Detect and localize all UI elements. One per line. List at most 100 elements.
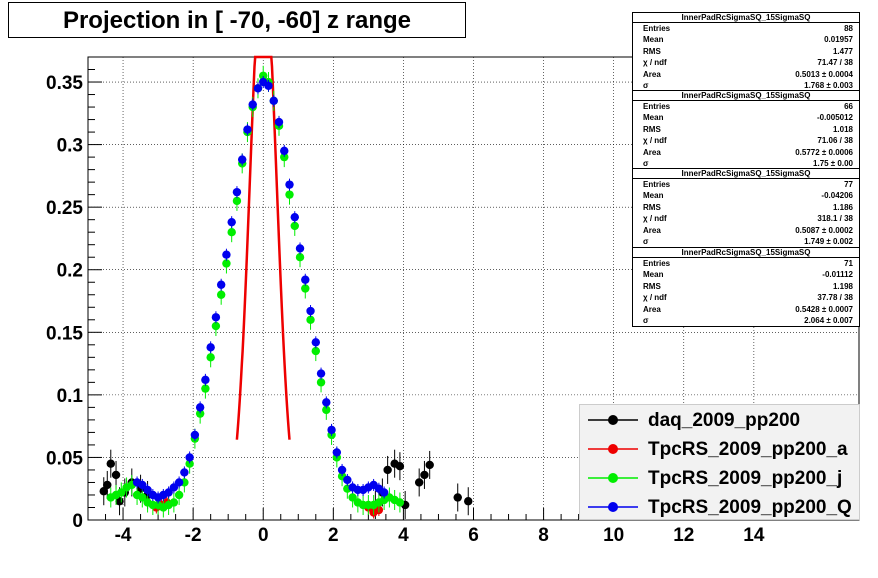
data-point bbox=[383, 465, 392, 475]
stats-box: InnerPadRcSigmaSQ_15SigmaSQ Entries 88 Mean… bbox=[632, 12, 860, 93]
data-point bbox=[243, 125, 252, 134]
stats-row: Area 0.5428 ± 0.0007 bbox=[633, 304, 859, 315]
stats-value: 0.01957 bbox=[824, 35, 853, 45]
data-point bbox=[201, 384, 210, 393]
stats-key: Mean bbox=[643, 35, 664, 45]
data-point bbox=[322, 398, 331, 407]
legend-marker-icon bbox=[588, 444, 638, 454]
stats-key: σ bbox=[643, 158, 649, 168]
fit-curve bbox=[235, 55, 291, 440]
data-point bbox=[222, 259, 231, 268]
stats-box-title: InnerPadRcSigmaSQ_15SigmaSQ bbox=[633, 13, 859, 23]
data-point bbox=[322, 405, 331, 415]
data-point bbox=[211, 313, 221, 322]
legend-marker-icon bbox=[588, 473, 638, 483]
stats-row: Mean 0.01957 bbox=[633, 34, 859, 45]
data-point bbox=[227, 217, 236, 227]
stats-row: Entries 77 bbox=[633, 179, 859, 190]
legend-item: TpcRS_2009_pp200_a bbox=[580, 435, 861, 464]
data-point bbox=[379, 488, 389, 497]
data-point bbox=[316, 369, 326, 378]
data-point bbox=[180, 468, 189, 477]
data-point bbox=[185, 459, 194, 468]
stats-value: 37.78 / 38 bbox=[817, 293, 853, 303]
stats-key: σ bbox=[643, 315, 649, 325]
stats-key: Area bbox=[643, 304, 661, 314]
data-point bbox=[295, 253, 305, 262]
data-point bbox=[285, 190, 294, 199]
stats-row: RMS 1.186 bbox=[633, 202, 859, 213]
stats-row: σ 1.75 ± 0.00 bbox=[633, 158, 859, 169]
x-tick-label: 10 bbox=[603, 525, 624, 546]
data-point bbox=[285, 180, 294, 189]
data-point bbox=[414, 478, 424, 487]
stats-key: σ bbox=[643, 80, 649, 90]
data-point bbox=[395, 461, 405, 471]
legend-label: TpcRS_2009_pp200_j bbox=[648, 468, 843, 489]
stats-row: σ 1.749 ± 0.002 bbox=[633, 236, 859, 247]
stats-key: Entries bbox=[643, 102, 671, 111]
legend-label: TpcRS_2009_pp200_Q bbox=[648, 497, 852, 518]
data-point bbox=[269, 96, 278, 105]
stats-row: χ / ndf 37.78 / 38 bbox=[633, 292, 859, 303]
stats-key: Entries bbox=[643, 180, 671, 189]
data-point bbox=[464, 497, 473, 506]
data-point bbox=[211, 321, 221, 331]
stats-key: RMS bbox=[643, 202, 661, 212]
x-tick-label: 6 bbox=[468, 525, 479, 546]
legend: daq_2009_pp200 TpcRS_2009_pp200_a TpcRS_… bbox=[579, 404, 860, 520]
data-point bbox=[332, 448, 342, 457]
stats-row: χ / ndf 71.06 / 38 bbox=[633, 135, 859, 146]
data-point bbox=[311, 338, 320, 347]
stats-value: 1.186 bbox=[832, 202, 853, 212]
data-point bbox=[174, 478, 184, 487]
stats-row: RMS 1.477 bbox=[633, 46, 859, 57]
data-point bbox=[280, 152, 289, 162]
stats-value: 1.477 bbox=[832, 46, 853, 56]
stats-box-title: InnerPadRcSigmaSQ_15SigmaSQ bbox=[633, 248, 859, 258]
data-point bbox=[301, 284, 310, 293]
stats-value: 77 bbox=[844, 180, 853, 189]
y-tick-label: 0.05 bbox=[46, 448, 83, 469]
stats-key: χ / ndf bbox=[643, 293, 667, 303]
data-point bbox=[206, 343, 215, 352]
stats-row: Mean -0.005012 bbox=[633, 112, 859, 123]
stats-key: Mean bbox=[643, 191, 664, 201]
stats-box: InnerPadRcSigmaSQ_15SigmaSQ Entries 71 Mean… bbox=[632, 247, 860, 328]
data-marks bbox=[99, 55, 473, 519]
stats-value: 0.5013 ± 0.0004 bbox=[795, 69, 853, 79]
stats-row: Entries 88 bbox=[633, 23, 859, 34]
stats-row: σ 2.064 ± 0.007 bbox=[633, 315, 859, 326]
stats-key: χ / ndf bbox=[643, 136, 667, 146]
data-point bbox=[301, 275, 310, 284]
legend-label: TpcRS_2009_pp200_a bbox=[648, 439, 848, 460]
data-point bbox=[343, 475, 352, 485]
stats-key: σ bbox=[643, 236, 649, 246]
data-point bbox=[327, 425, 336, 435]
data-point bbox=[274, 117, 284, 127]
data-point bbox=[195, 409, 205, 418]
stats-value: 1.768 ± 0.003 bbox=[804, 80, 853, 90]
stats-value: -0.01112 bbox=[822, 270, 853, 280]
x-tick-label: 8 bbox=[538, 525, 549, 546]
stats-key: Mean bbox=[643, 270, 664, 280]
stats-row: Area 0.5772 ± 0.0006 bbox=[633, 147, 859, 158]
data-point bbox=[316, 378, 326, 387]
stats-value: -0.04206 bbox=[821, 191, 853, 201]
stats-row: Mean -0.01112 bbox=[633, 269, 859, 280]
y-tick-label: 0 bbox=[72, 511, 83, 532]
stats-value: -0.005012 bbox=[816, 113, 853, 123]
data-point bbox=[295, 244, 305, 253]
x-tick-label: 0 bbox=[258, 525, 269, 546]
data-point bbox=[206, 353, 215, 362]
stats-key: Area bbox=[643, 69, 661, 79]
data-point bbox=[169, 483, 179, 492]
data-point bbox=[348, 493, 357, 502]
data-point bbox=[264, 81, 273, 90]
x-tick-label: -2 bbox=[185, 525, 202, 546]
stats-row: Area 0.5087 ± 0.0002 bbox=[633, 225, 859, 236]
stats-key: RMS bbox=[643, 124, 661, 134]
y-tick-label: 0.1 bbox=[57, 386, 84, 407]
data-point bbox=[201, 375, 210, 385]
axes: -4 -2 0 2 4 6 8 10 12 14 0 0.05 0.1 0.15 0.2 0.25 0.3 0.3… bbox=[46, 56, 860, 546]
